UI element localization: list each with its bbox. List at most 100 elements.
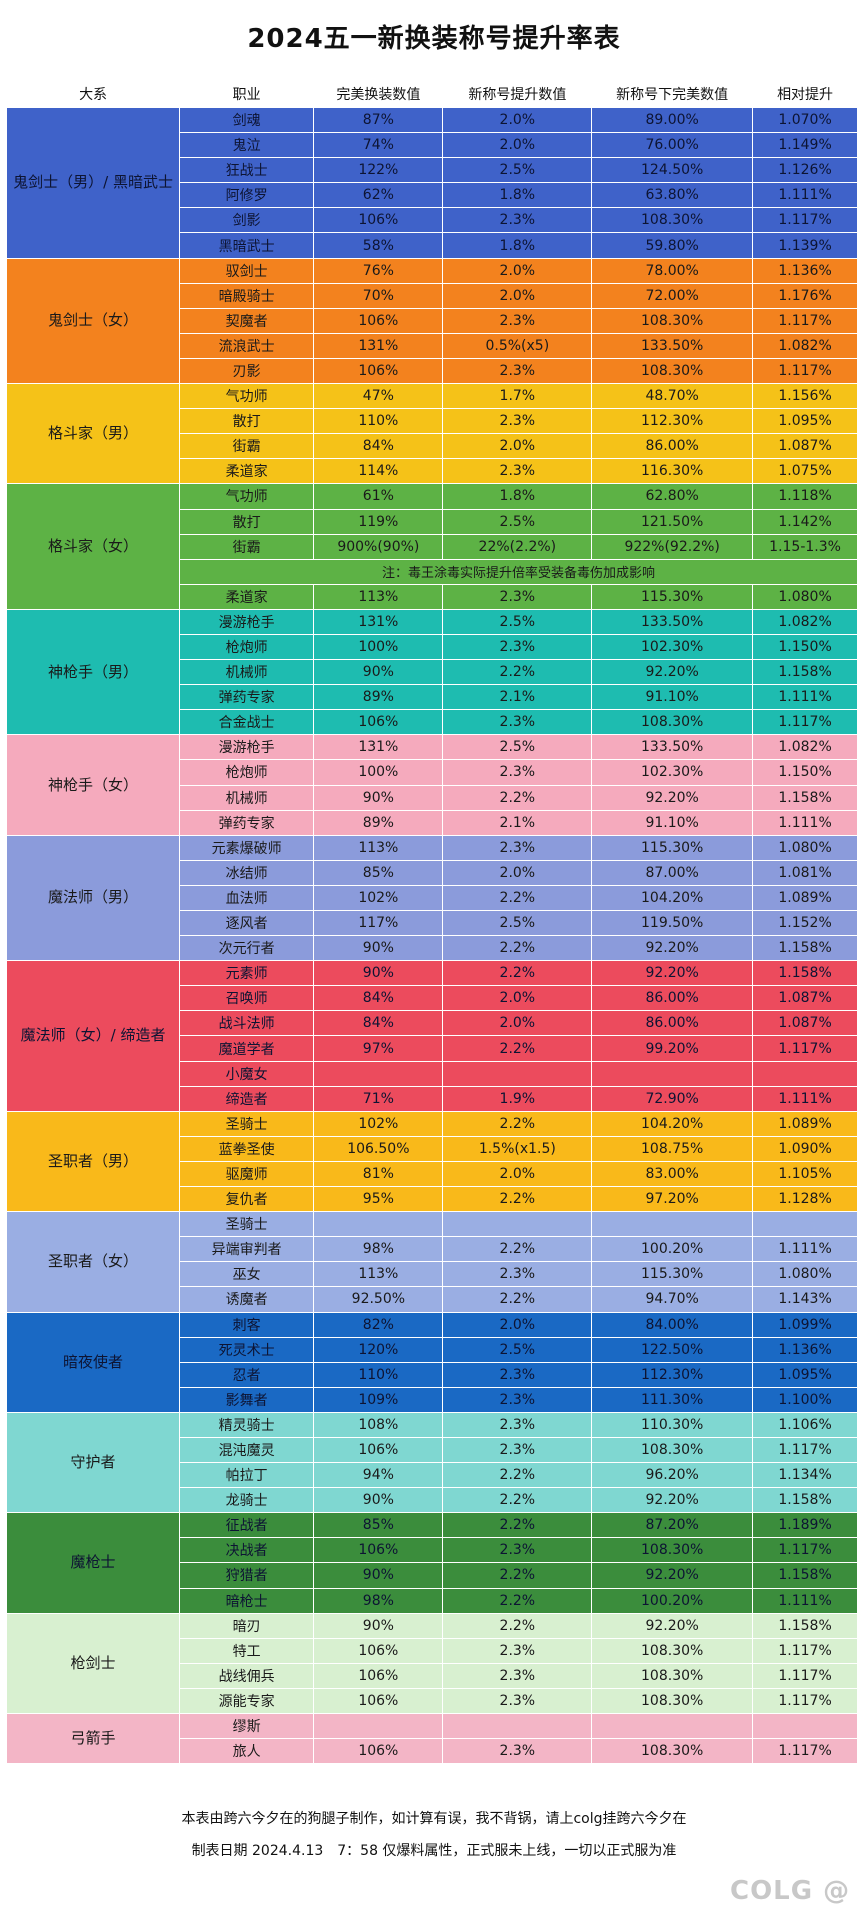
title-increase-cell: 2.3%: [442, 1662, 593, 1689]
title-increase-cell: 2.0%: [442, 257, 593, 284]
title-increase-cell: 2.2%: [442, 1612, 593, 1639]
job-cell: 鬼泣: [179, 132, 315, 159]
perfect-value-cell: 117%: [313, 909, 444, 937]
table-row: 鬼泣 74% 2.0% 76.00% 1.149%: [6, 132, 858, 159]
job-cell: 街霸: [179, 533, 315, 560]
new-perfect-value-cell: 124.50%: [591, 157, 754, 184]
relative-increase-cell: 1.111%: [752, 182, 858, 209]
perfect-value-cell: 70%: [313, 282, 444, 309]
job-cell: 源能专家: [179, 1687, 315, 1715]
header-job: 职业: [179, 80, 315, 108]
new-perfect-value-cell: 108.30%: [591, 1687, 754, 1715]
new-perfect-value-cell: 116.30%: [591, 458, 754, 485]
relative-increase-cell: 1.117%: [752, 1662, 858, 1689]
title-increase-cell: 2.2%: [442, 1512, 593, 1539]
perfect-value-cell: 106%: [313, 709, 444, 736]
job-cell: 旅人: [179, 1738, 315, 1765]
class-group-cell: 暗夜使者: [5, 1311, 181, 1413]
relative-increase-cell: 1.158%: [752, 1612, 858, 1639]
new-perfect-value-cell: 72.90%: [591, 1085, 754, 1112]
relative-increase-cell: 1.082%: [752, 734, 858, 761]
perfect-value-cell: 110%: [313, 408, 444, 435]
perfect-value-cell: 94%: [313, 1462, 444, 1489]
title-increase-cell: 1.9%: [442, 1085, 593, 1112]
perfect-value-cell: 106%: [313, 207, 444, 234]
title-increase-cell: 2.3%: [442, 1361, 593, 1388]
job-cell: 异端审判者: [179, 1236, 315, 1263]
job-cell: 柔道家: [179, 458, 315, 485]
job-cell: 次元行者: [179, 935, 315, 962]
class-group-cell: 守护者: [5, 1411, 181, 1514]
new-perfect-value-cell: 92.20%: [591, 1487, 754, 1514]
new-perfect-value-cell: 100.20%: [591, 1236, 754, 1263]
job-cell: 召唤师: [179, 985, 315, 1012]
job-cell: 散打: [179, 508, 315, 535]
header-perfect-value: 完美换装数值: [313, 80, 444, 108]
class-group-cell: 魔枪士: [5, 1512, 181, 1614]
relative-increase-cell: 1.117%: [752, 1537, 858, 1564]
new-perfect-value-cell: 111.30%: [591, 1386, 754, 1413]
job-cell: 散打: [179, 408, 315, 435]
table-row: 格斗家（女） 气功师 61% 1.8% 62.80% 1.118%: [5, 483, 858, 610]
title-increase-cell: [442, 1211, 593, 1238]
relative-increase-cell: 1.136%: [752, 1336, 858, 1363]
perfect-value-cell: 106%: [313, 1436, 444, 1464]
title-increase-cell: 2.3%: [442, 709, 593, 736]
new-perfect-value-cell: 92.20%: [591, 784, 754, 811]
relative-increase-cell: 1.134%: [752, 1462, 858, 1489]
new-perfect-value-cell: 102.30%: [591, 759, 754, 786]
title-increase-cell: 22%(2.2%): [442, 533, 593, 560]
perfect-value-cell: 89%: [313, 684, 444, 711]
relative-increase-cell: 1.095%: [752, 1361, 858, 1388]
perfect-value-cell: 62%: [313, 182, 444, 209]
title-increase-cell: [442, 1712, 593, 1740]
new-perfect-value-cell: 86.00%: [591, 985, 754, 1012]
new-perfect-value-cell: 112.30%: [591, 408, 754, 435]
job-cell: 弹药专家: [179, 684, 315, 711]
relative-increase-cell: 1.158%: [752, 659, 858, 686]
title-increase-cell: 2.1%: [442, 809, 593, 836]
perfect-value-cell: 122%: [313, 157, 444, 184]
perfect-value-cell: 92.50%: [313, 1286, 444, 1313]
relative-increase-cell: 1.111%: [752, 1085, 858, 1112]
relative-increase-cell: [752, 1211, 858, 1238]
relative-increase-cell: 1.087%: [752, 433, 858, 460]
job-cell: 阿修罗: [179, 182, 315, 209]
job-cell: 元素爆破师: [179, 834, 315, 861]
new-perfect-value-cell: 76.00%: [591, 132, 754, 159]
relative-increase-cell: 1.118%: [752, 483, 858, 510]
title-increase-cell: 2.3%: [442, 357, 593, 385]
table-row: 格斗家（男） 气功师 47% 1.7% 48.70% 1.156%: [5, 383, 858, 485]
perfect-value-cell: 98%: [313, 1587, 444, 1614]
job-cell: 暗枪士: [179, 1587, 315, 1614]
job-cell: 小魔女: [179, 1060, 315, 1087]
relative-increase-cell: 1.111%: [752, 684, 858, 711]
new-perfect-value-cell: 92.20%: [591, 1562, 754, 1589]
title-increase-cell: 2.3%: [442, 307, 593, 334]
new-perfect-value-cell: 97.20%: [591, 1186, 754, 1213]
relative-increase-cell: 1.100%: [752, 1386, 858, 1413]
perfect-value-cell: 102%: [313, 1110, 444, 1137]
perfect-value-cell: 76%: [313, 257, 444, 284]
title-increase-cell: 2.0%: [442, 1010, 593, 1037]
new-perfect-value-cell: 108.30%: [591, 207, 754, 234]
perfect-value-cell: 108%: [313, 1411, 444, 1438]
new-perfect-value-cell: 119.50%: [591, 909, 754, 937]
title-increase-cell: 2.2%: [442, 1487, 593, 1514]
title-increase-cell: 2.2%: [442, 960, 593, 987]
new-perfect-value-cell: 108.30%: [591, 357, 754, 385]
title-increase-cell: 2.2%: [442, 935, 593, 962]
title-increase-cell: 2.3%: [442, 458, 593, 485]
table-row: 流浪武士 131% 0.5%(x5) 133.50% 1.082%: [6, 332, 858, 359]
relative-increase-cell: 1.080%: [752, 583, 858, 610]
class-group-cell: 格斗家（男）: [5, 383, 181, 485]
relative-increase-cell: 1.117%: [752, 709, 858, 736]
new-perfect-value-cell: 83.00%: [591, 1160, 754, 1188]
relative-increase-cell: 1.080%: [752, 1261, 858, 1288]
perfect-value-cell: 81%: [313, 1160, 444, 1188]
table-row: 暗夜使者 刺客 82% 2.0% 84.00% 1.099%: [5, 1311, 858, 1413]
perfect-value-cell: 97%: [313, 1035, 444, 1062]
perfect-value-cell: 100%: [313, 633, 444, 661]
perfect-value-cell: [313, 1211, 444, 1238]
footer-note: 本表由跨六今夕在的狗腿子制作，如计算有误，我不背锅，请上colg挂跨六今夕在: [181, 1811, 687, 1827]
